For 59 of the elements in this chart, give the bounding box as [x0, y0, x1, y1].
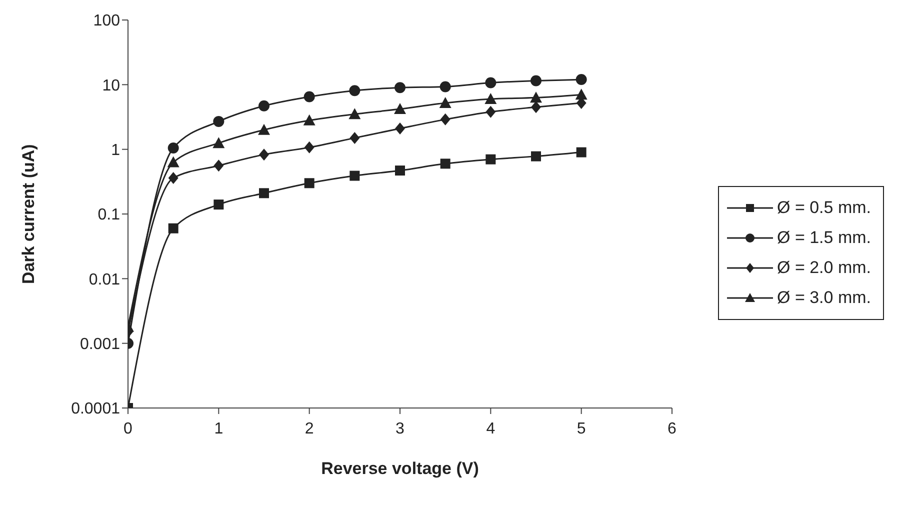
point [484, 93, 497, 104]
point [531, 101, 541, 114]
y-axis-title: Dark current (uA) [19, 144, 38, 284]
x-axis-title: Reverse voltage (V) [321, 459, 479, 478]
point [304, 91, 315, 102]
point [214, 160, 224, 172]
point [440, 81, 451, 92]
point [167, 156, 180, 168]
x-tick-label: 2 [304, 420, 314, 438]
y-tick-label: 100 [93, 12, 120, 30]
y-tick-label: 10 [102, 77, 120, 94]
point [440, 113, 450, 126]
x-tick-label: 0 [124, 420, 133, 438]
y-tick-label: 0.1 [98, 206, 120, 224]
point [304, 178, 314, 188]
point [394, 103, 406, 114]
point [440, 158, 450, 169]
legend-label: Ø = 0.5 mm. [777, 198, 871, 218]
point [212, 137, 225, 148]
y-tick-label: 0.001 [80, 336, 120, 354]
point [350, 132, 360, 144]
x-tick-label: 1 [214, 420, 224, 438]
y-tick-label: 1 [111, 142, 120, 160]
point [350, 170, 360, 181]
point [349, 85, 360, 96]
point [439, 97, 452, 108]
point [214, 200, 224, 210]
point [213, 116, 224, 127]
y-tick-label: 0.01 [88, 271, 120, 288]
point [486, 106, 496, 118]
point [258, 124, 270, 135]
point [304, 141, 314, 154]
point [485, 77, 496, 88]
x-tick-label: 3 [396, 420, 405, 438]
point [576, 74, 587, 86]
point [530, 75, 542, 86]
legend-label: Ø = 1.5 mm. [777, 228, 871, 248]
point [575, 88, 588, 100]
point [394, 82, 406, 94]
point [168, 142, 179, 154]
point [259, 148, 269, 161]
x-tick-label: 5 [576, 420, 586, 438]
y-tick-label: 0.0001 [71, 400, 120, 418]
point [258, 100, 270, 112]
legend-label: Ø = 3.0 mm. [777, 288, 871, 308]
legend-label: Ø = 2.0 mm. [777, 258, 871, 278]
point [530, 92, 542, 103]
point [395, 166, 405, 176]
x-tick-label: 6 [668, 420, 677, 438]
point [348, 108, 361, 120]
point [303, 114, 316, 126]
point [395, 122, 405, 134]
point [486, 154, 496, 164]
point [531, 151, 541, 162]
point [576, 147, 586, 158]
point [259, 188, 269, 198]
x-tick-label: 4 [486, 420, 496, 438]
point [168, 172, 178, 184]
point [168, 223, 178, 234]
